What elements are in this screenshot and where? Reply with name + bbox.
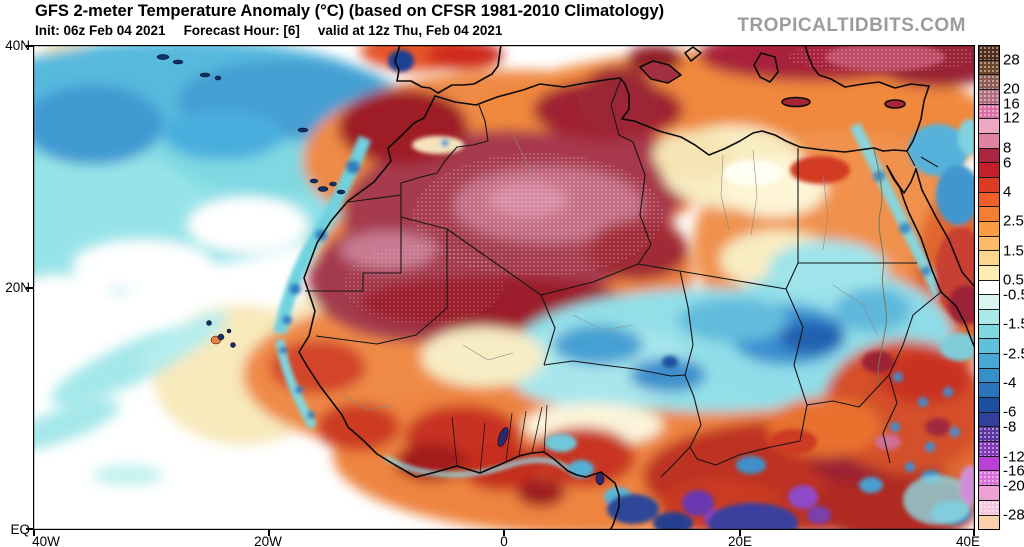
map-area <box>33 45 975 530</box>
colorbar-cell <box>979 383 999 399</box>
lon-tick-0 <box>503 530 505 536</box>
longitude-label-40e: 40E <box>955 534 981 547</box>
colorbar-cell <box>979 339 999 355</box>
colorbar-tick-label: 4 <box>1003 183 1012 201</box>
colorbar-cell <box>979 104 999 120</box>
longitude-label-20e: 20E <box>727 534 753 547</box>
lon-tick-40w <box>33 530 35 536</box>
colorbar-cell <box>979 236 999 252</box>
colorbar-cell <box>979 178 999 193</box>
colorbar-tick-label: -8 <box>1003 418 1017 436</box>
colorbar-cell <box>979 134 999 149</box>
forecast-hour: Forecast Hour: [6] <box>183 23 300 38</box>
lon-tick-20e <box>739 530 741 536</box>
colorbar-tick-label: 8 <box>1003 139 1012 157</box>
colorbar-cell <box>979 148 999 164</box>
lat-tick-eq <box>26 528 33 530</box>
longitude-label-40w: 40W <box>32 534 60 547</box>
colorbar-tick-label: 16 <box>1003 95 1020 113</box>
colorbar-cell <box>979 119 999 135</box>
colorbar-cell <box>979 207 999 223</box>
island-marks <box>156 54 605 486</box>
colorbar-cell <box>979 163 999 179</box>
init-time: Init: 06z Feb 04 2021 <box>35 23 166 38</box>
colorbar-tick-label: 0.5 <box>1003 271 1024 289</box>
colorbar-cell <box>979 412 999 428</box>
country-borders <box>305 78 942 478</box>
longitude-label-20w: 20W <box>254 534 282 547</box>
run-info: Init: 06z Feb 04 2021 Forecast Hour: [6]… <box>35 23 502 38</box>
colorbar-tick-label: -0.5 <box>1003 286 1024 304</box>
colorbar-tick-label: -6 <box>1003 403 1017 421</box>
colorbar-cell <box>979 486 999 501</box>
colorbar-tick-label: 6 <box>1003 154 1012 172</box>
longitude-label-0: 0 <box>500 534 508 547</box>
colorbar-cell <box>979 324 999 340</box>
colorbar-cell <box>979 90 999 105</box>
colorbar-tick-label: -16 <box>1003 462 1024 480</box>
colorbar-cell <box>979 456 999 472</box>
colorbar-cell <box>979 60 999 76</box>
colorbar-cell <box>979 427 999 443</box>
colorbar-cell <box>979 192 999 208</box>
lat-tick-40n <box>26 45 33 47</box>
lon-tick-20w <box>268 530 270 536</box>
colorbar-tick-label: 20 <box>1003 80 1020 98</box>
colorbar-cell <box>979 310 999 325</box>
colorbar-cell <box>979 354 999 369</box>
nile-river <box>873 148 887 388</box>
colorbar-tick-label: -28 <box>1003 506 1024 524</box>
latitude-label-40n: 40N <box>5 38 30 53</box>
colorbar-tick-label: -1.5 <box>1003 315 1024 333</box>
colorbar-cell <box>979 222 999 237</box>
admin-borders <box>342 134 879 411</box>
coastlines <box>298 45 975 530</box>
colorbar-cell <box>979 251 999 267</box>
valid-time: valid at 12z Thu, Feb 04 2021 <box>317 23 503 38</box>
lat-tick-20n <box>26 287 33 289</box>
watermark: TROPICALTIDBITS.COM <box>737 15 966 36</box>
latitude-label-eq: EQ <box>10 522 30 537</box>
colorbar-cell <box>979 46 999 61</box>
page-title: GFS 2-meter Temperature Anomaly (°C) (ba… <box>35 2 665 20</box>
colorbar-cell <box>979 500 999 516</box>
colorbar-cell <box>979 368 999 384</box>
colorbar-tick-label: 1.5 <box>1003 242 1024 260</box>
colorbar-cell <box>979 266 999 281</box>
latitude-label-20n: 20N <box>5 280 30 295</box>
colorbar-tick-label: -4 <box>1003 374 1017 392</box>
colorbar-tick-label: 28 <box>1003 51 1020 69</box>
colorbar-tick-label: 12 <box>1003 109 1020 127</box>
colorbar-tick-label: 2.5 <box>1003 212 1024 230</box>
colorbar-cell <box>979 515 999 530</box>
colorbar-cell <box>979 398 999 413</box>
colorbar-cell <box>979 442 999 457</box>
colorbar-cell <box>979 75 999 91</box>
colorbar-tick-label: -20 <box>1003 477 1024 495</box>
colorbar <box>978 45 1000 530</box>
colorbar-cell <box>979 471 999 487</box>
stipple-overlay <box>343 45 975 325</box>
colorbar-cell <box>979 280 999 296</box>
anomaly-map-svg <box>33 45 975 530</box>
map-frame <box>33 45 975 530</box>
colorbar-tick-label: -12 <box>1003 448 1024 465</box>
lon-tick-40e <box>973 530 975 536</box>
colorbar-cell <box>979 295 999 311</box>
colorbar-tick-label: -2.5 <box>1003 345 1024 363</box>
